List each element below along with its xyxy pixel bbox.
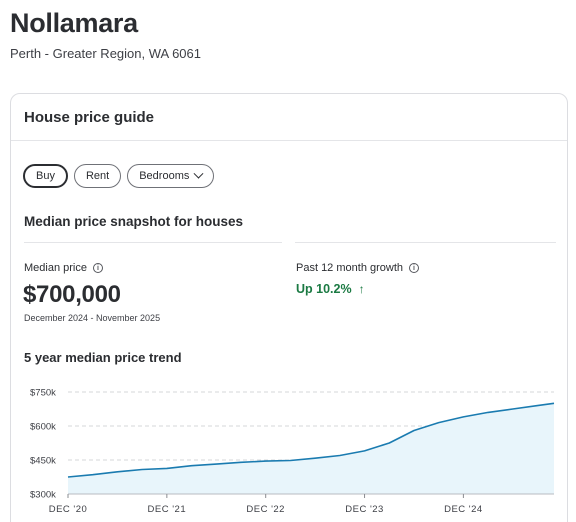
x-tick-label: DEC '24 [444,504,483,515]
bedrooms-dropdown[interactable]: Bedrooms [127,164,215,188]
y-tick-label: $300k [30,490,56,501]
median-price-value: $700,000 [23,281,121,308]
info-icon[interactable]: i [92,263,103,273]
info-icon[interactable]: i [409,263,420,273]
buy-filter-button[interactable]: Buy [23,164,68,188]
median-price-label: Median price [24,262,87,274]
y-tick-label: $600k [30,422,56,433]
rent-filter-label: Rent [85,170,110,182]
area-fill [68,403,554,494]
snapshot-title: Median price snapshot for houses [24,214,244,229]
x-tick-label: DEC '21 [148,504,187,515]
series-line [67,402,555,478]
y-tick-label: $450k [30,456,56,467]
suburb-title: Nollamara [10,8,138,38]
growth-value-row: Up 10.2% ↑ [296,282,365,296]
y-tick-label: $750k [30,388,56,399]
trend-title: 5 year median price trend [24,350,182,365]
median-price-label-row: Median price i [24,262,103,274]
divider [24,242,282,243]
card-title: House price guide [11,94,567,141]
buy-filter-label: Buy [36,170,55,182]
x-tick-label: DEC '23 [345,504,384,515]
x-tick-label: DEC '22 [246,504,285,515]
growth-label-row: Past 12 month growth i [296,262,420,274]
bedrooms-dropdown-label: Bedrooms [139,170,190,182]
growth-value: Up 10.2% [296,282,352,296]
median-price-period: December 2024 - November 2025 [24,313,161,323]
growth-label: Past 12 month growth [296,262,404,274]
arrow-up-icon: ↑ [358,282,365,296]
filter-pills: Buy Rent Bedrooms [23,164,215,188]
x-tick-label: DEC '20 [49,504,88,515]
house-price-guide-card: House price guide Buy Rent Bedrooms Medi… [10,93,568,522]
suburb-location: Perth - Greater Region, WA 6061 [10,46,202,61]
divider [295,242,556,243]
rent-filter-button[interactable]: Rent [73,164,122,188]
